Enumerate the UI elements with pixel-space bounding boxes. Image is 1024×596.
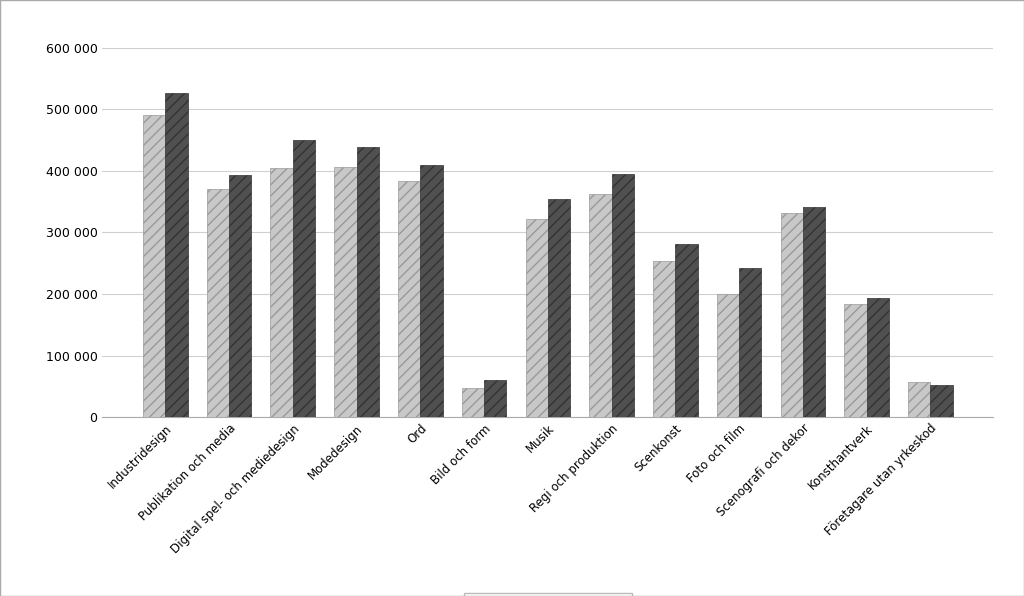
Bar <box>293 140 315 417</box>
Bar <box>611 174 634 417</box>
Bar <box>270 168 293 417</box>
Bar <box>739 268 762 417</box>
Bar <box>845 305 866 417</box>
Bar <box>676 244 697 417</box>
Bar <box>931 385 952 417</box>
Bar <box>207 190 229 417</box>
Bar <box>803 207 825 417</box>
Bar <box>653 262 676 417</box>
Bar <box>165 92 187 417</box>
Bar <box>229 175 251 417</box>
Bar <box>484 380 507 417</box>
Bar <box>908 382 931 417</box>
Legend: 2019, 2021: 2019, 2021 <box>464 593 632 596</box>
Bar <box>589 194 611 417</box>
Bar <box>356 147 379 417</box>
Bar <box>143 116 165 417</box>
Bar <box>462 387 484 417</box>
Bar <box>420 164 442 417</box>
Bar <box>548 198 570 417</box>
Bar <box>334 166 356 417</box>
Bar <box>525 219 548 417</box>
Bar <box>780 213 803 417</box>
Bar <box>398 181 420 417</box>
Bar <box>866 298 889 417</box>
Bar <box>717 294 739 417</box>
